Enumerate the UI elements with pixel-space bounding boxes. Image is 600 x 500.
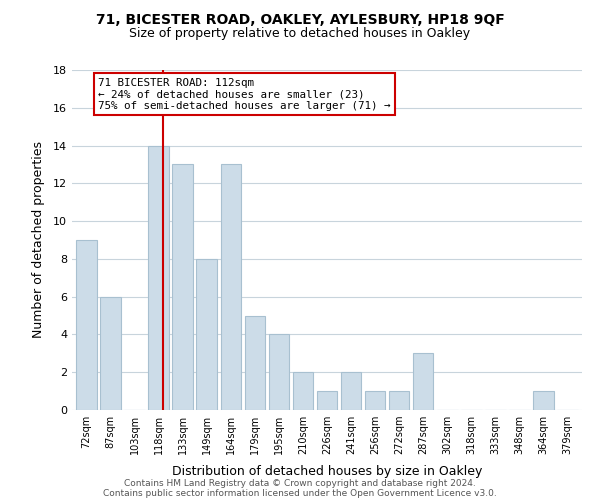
- Bar: [269, 334, 289, 410]
- Bar: [100, 296, 121, 410]
- Bar: [341, 372, 361, 410]
- Text: 71 BICESTER ROAD: 112sqm
← 24% of detached houses are smaller (23)
75% of semi-d: 71 BICESTER ROAD: 112sqm ← 24% of detach…: [98, 78, 391, 111]
- Bar: [245, 316, 265, 410]
- Bar: [389, 391, 409, 410]
- Bar: [221, 164, 241, 410]
- Bar: [533, 391, 554, 410]
- Bar: [317, 391, 337, 410]
- Bar: [413, 354, 433, 410]
- Bar: [293, 372, 313, 410]
- X-axis label: Distribution of detached houses by size in Oakley: Distribution of detached houses by size …: [172, 466, 482, 478]
- Text: Contains HM Land Registry data © Crown copyright and database right 2024.: Contains HM Land Registry data © Crown c…: [124, 478, 476, 488]
- Y-axis label: Number of detached properties: Number of detached properties: [32, 142, 44, 338]
- Bar: [196, 259, 217, 410]
- Bar: [76, 240, 97, 410]
- Text: Contains public sector information licensed under the Open Government Licence v3: Contains public sector information licen…: [103, 488, 497, 498]
- Text: 71, BICESTER ROAD, OAKLEY, AYLESBURY, HP18 9QF: 71, BICESTER ROAD, OAKLEY, AYLESBURY, HP…: [95, 12, 505, 26]
- Bar: [172, 164, 193, 410]
- Bar: [365, 391, 385, 410]
- Text: Size of property relative to detached houses in Oakley: Size of property relative to detached ho…: [130, 28, 470, 40]
- Bar: [148, 146, 169, 410]
